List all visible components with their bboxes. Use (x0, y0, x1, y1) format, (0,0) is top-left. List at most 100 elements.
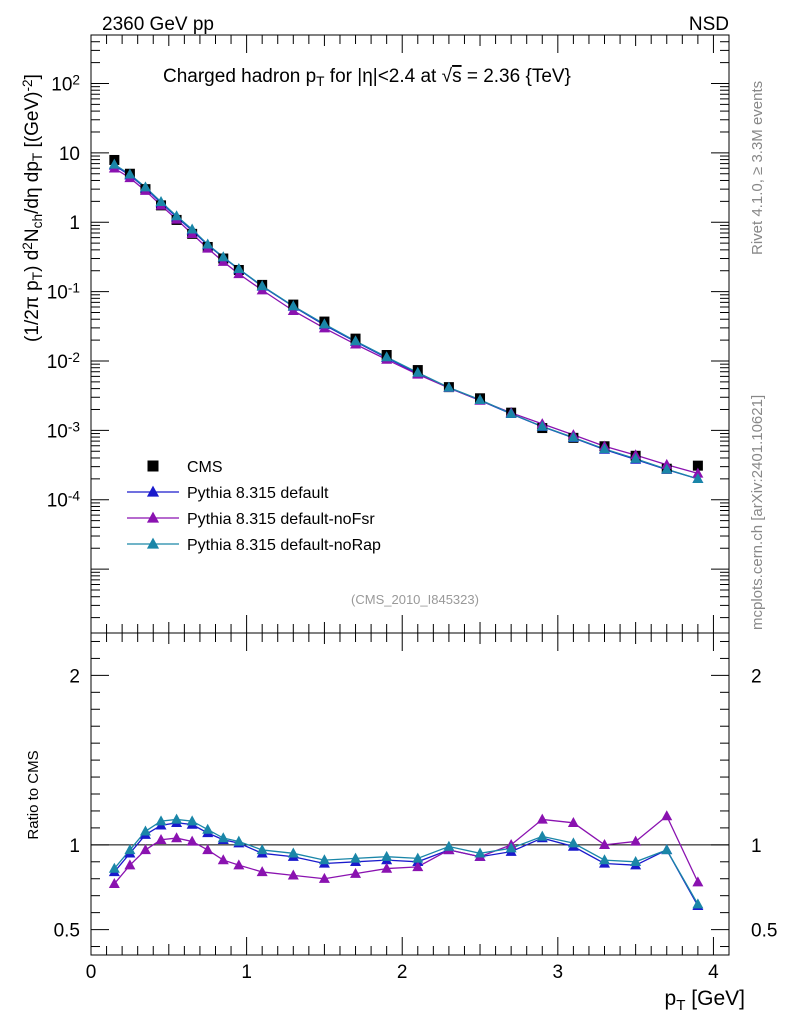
mc-point-3 (256, 280, 268, 291)
ratio-point-2 (233, 835, 245, 846)
main-panel-series (108, 154, 704, 484)
main-plot-title: Charged hadron pT for |η|<2.4 at √s = 2.… (163, 66, 571, 89)
legend-marker-1 (146, 485, 160, 497)
ratio-y-tick-label-right: 2 (751, 666, 762, 687)
analysis-tag: (CMS_2010_I845323) (351, 592, 479, 607)
main-y-axis-label: (1/2π pT) d2Nch/dη dpT [(GeV)-2] (20, 74, 45, 342)
mc-point-3 (139, 181, 151, 192)
ratio-point-2 (536, 830, 548, 841)
ratio-point-2 (108, 862, 120, 873)
legend: CMS Pythia 8.315 default Pythia 8.315 defa… (127, 459, 381, 554)
series-line-2 (113, 167, 699, 474)
ratio-point-1 (256, 866, 268, 877)
mc-point-3 (186, 223, 198, 234)
legend-marker-2 (146, 511, 160, 523)
ratio-y-tick-label-right: 0.5 (751, 921, 777, 942)
y-tick-label: 102 (51, 72, 80, 95)
ratio-line-0 (113, 822, 699, 907)
mc-point-3 (505, 407, 517, 418)
y-axis-label-text: (1/2π pT) d2Nch/dη dpT [(GeV)-2] (20, 74, 45, 342)
ratio-point-2 (186, 815, 198, 826)
mc-point-3 (692, 473, 704, 484)
ratio-point-1 (630, 835, 642, 846)
ratio-point-2 (287, 847, 299, 858)
ratio-y-tick-label: 0.5 (54, 921, 80, 942)
mc-point-3 (350, 335, 362, 346)
ratio-point-2 (474, 847, 486, 858)
y-tick-label: 10-1 (47, 280, 80, 303)
mc-point-3 (155, 196, 167, 207)
ratio-point-2 (171, 813, 183, 824)
y-tick-label: 1 (69, 213, 80, 234)
mc-point-3 (217, 251, 229, 262)
mc-point-3 (474, 393, 486, 404)
y-tick-label: 10-4 (47, 488, 81, 511)
x-axis-label: pT [GeV] (665, 987, 745, 1014)
process-label: NSD (689, 14, 729, 35)
ratio-point-1 (412, 861, 424, 872)
series-line-3 (113, 163, 699, 480)
legend-label-0: CMS (187, 459, 223, 476)
mc-point-3 (412, 366, 424, 377)
ratio-y-tick-label: 1 (69, 836, 80, 857)
ratio-y-axis-label: Ratio to CMS (25, 750, 42, 839)
ratio-y-tick-label: 2 (69, 666, 80, 687)
ratio-point-2 (599, 854, 611, 865)
ratio-point-1 (318, 872, 330, 883)
ratio-point-1 (536, 813, 548, 824)
ratio-point-2 (155, 815, 167, 826)
mc-point-3 (443, 381, 455, 392)
ratio-point-2 (350, 852, 362, 863)
ratio-point-1 (381, 862, 393, 873)
mc-point-3 (599, 443, 611, 454)
rivet-version-label: Rivet 4.1.0, ≥ 3.3M events (749, 81, 766, 255)
mc-point-3 (536, 420, 548, 431)
ratio-point-1 (233, 859, 245, 870)
series-line-1 (113, 164, 699, 480)
ratio-point-1 (350, 867, 362, 878)
x-tick-label: 0 (86, 962, 97, 983)
ratio-point-2 (124, 844, 136, 855)
legend-label-2: Pythia 8.315 default-noFsr (187, 511, 375, 528)
legend-marker-0 (147, 460, 159, 472)
ratio-point-2 (381, 850, 393, 861)
ratio-point-2 (692, 898, 704, 909)
ratio-point-1 (202, 844, 214, 855)
x-tick-label: 1 (241, 962, 252, 983)
x-tick-label: 2 (397, 962, 408, 983)
ratio-y-tick-label-right: 1 (751, 836, 762, 857)
mc-point-3 (381, 351, 393, 362)
ratio-point-2 (661, 844, 673, 855)
ratio-panel-axes: 0.5 0.5 1 1 2 2 0 1 2 3 4 (54, 633, 777, 983)
x-tick-label: 4 (708, 962, 719, 983)
mc-point-3 (233, 263, 245, 274)
mc-point-3 (567, 431, 579, 442)
mc-point-3 (630, 452, 642, 463)
ratio-point-1 (661, 810, 673, 821)
main-panel-axes: 10-4 10-3 10-2 10-1 1 10 102 (47, 34, 730, 633)
ratio-panel-frame (90, 632, 730, 956)
ratio-point-1 (599, 839, 611, 850)
x-axis-label-text: pT [GeV] (665, 987, 745, 1014)
mc-point-3 (124, 168, 136, 179)
ratio-point-1 (171, 832, 183, 843)
title-text: Charged hadron pT for |η|<2.4 at √s = 2.… (163, 66, 571, 89)
ratio-point-1 (155, 833, 167, 844)
mc-point-3 (318, 318, 330, 329)
y-tick-label: 10-3 (47, 419, 80, 442)
ratio-point-2 (256, 844, 268, 855)
ratio-point-1 (124, 859, 136, 870)
ratio-point-1 (217, 854, 229, 865)
y-tick-label: 10-2 (47, 350, 80, 373)
mc-point-2 (233, 268, 245, 279)
ratio-point-1 (186, 835, 198, 846)
ratio-point-1 (287, 869, 299, 880)
legend-marker-3 (146, 537, 160, 549)
ratio-point-2 (630, 855, 642, 866)
mc-point-2 (692, 467, 704, 478)
mc-point-3 (202, 238, 214, 249)
ratio-point-2 (202, 823, 214, 834)
mc-point-3 (287, 300, 299, 311)
energy-label: 2360 GeV pp (102, 14, 214, 35)
